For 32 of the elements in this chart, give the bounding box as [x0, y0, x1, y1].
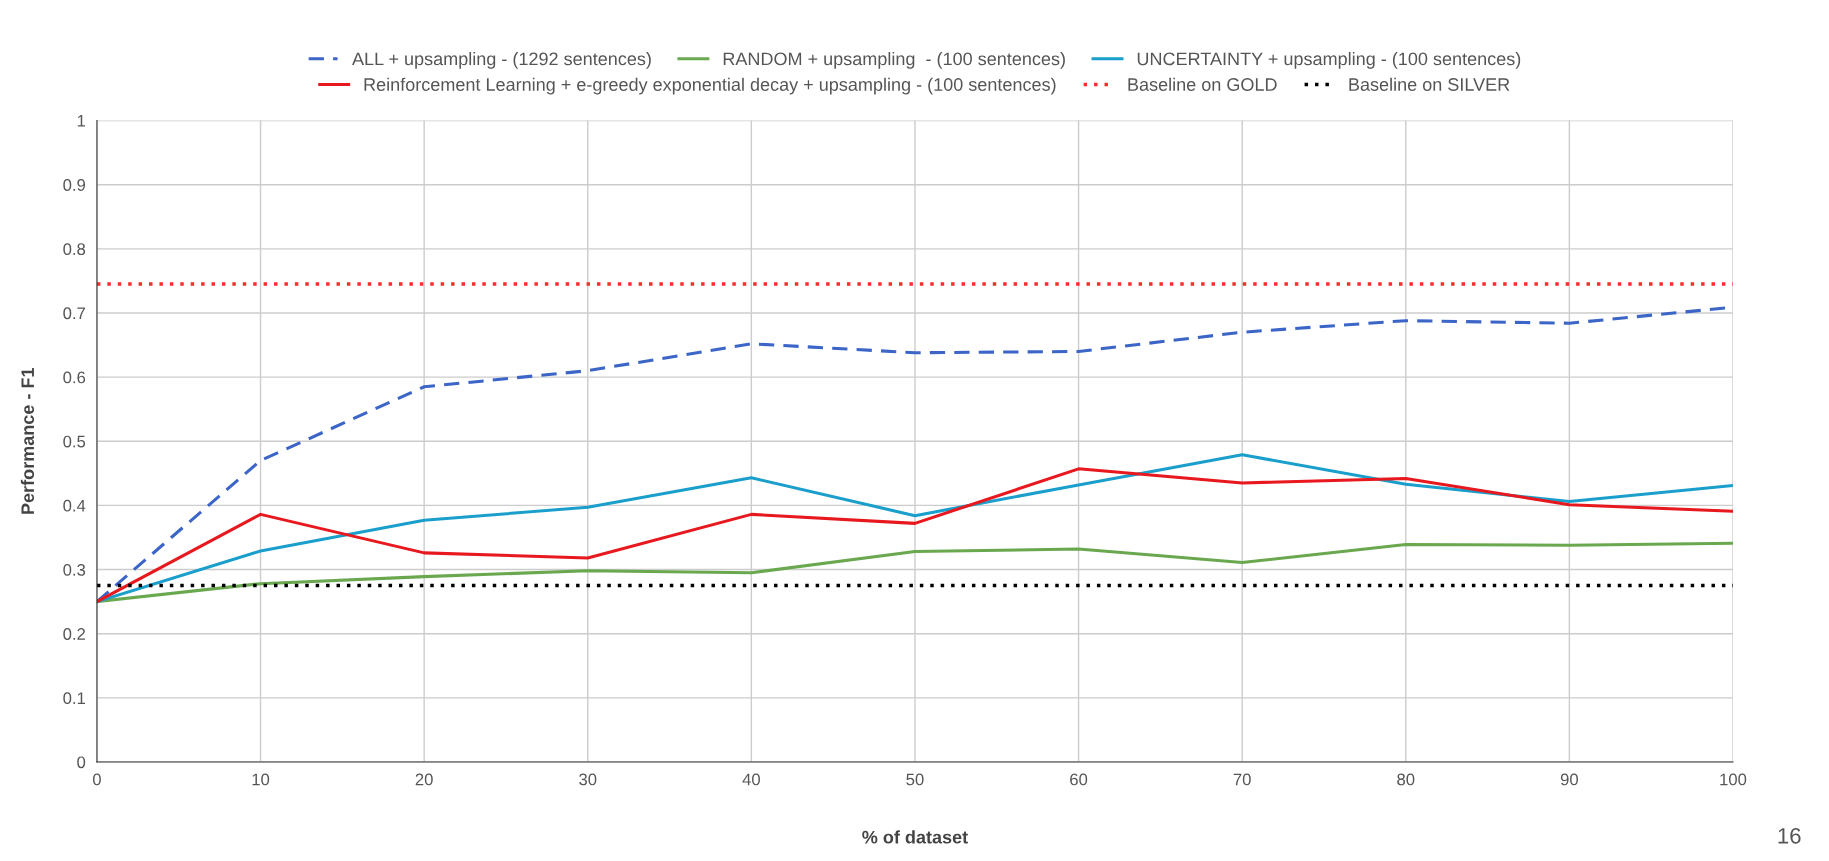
legend-label: Baseline on GOLD [1128, 77, 1277, 91]
x-tick-label: 10 [252, 773, 270, 786]
y-axis-title: Performance - F1 [20, 368, 35, 514]
y-tick-label: 0.3 [63, 563, 86, 576]
x-tick-label: 20 [415, 773, 433, 786]
legend-label: Reinforcement Learning + e-greedy exponential decay + upsampling - (100 sentences) [364, 77, 1056, 95]
x-tick-label: 0 [92, 773, 101, 786]
y-tick-label: 0.5 [63, 435, 86, 448]
y-tick-label: 0 [77, 756, 86, 769]
y-tick-label: 0.7 [63, 307, 85, 320]
legend-label: Baseline on SILVER [1349, 77, 1510, 91]
x-tick-label: 100 [1720, 773, 1747, 786]
y-tick-label: 0.9 [63, 179, 86, 191]
y-tick-label: 0.4 [63, 499, 86, 512]
y-tick-label: 1 [77, 115, 86, 127]
line-series [96, 541, 1733, 604]
x-tick-label: 40 [742, 773, 760, 786]
legend-label: RANDOM + upsampling - (100 sentences) [723, 51, 1065, 69]
x-tick-label: 80 [1397, 773, 1415, 786]
x-tick-label: 70 [1233, 773, 1251, 786]
legend-label: ALL + upsampling - (1292 sentences) [352, 51, 651, 69]
legend-label: UNCERTAINTY + upsampling - (100 sentences) [1137, 51, 1521, 69]
x-tick-label: 90 [1560, 773, 1578, 786]
y-tick-label: 0.2 [63, 628, 85, 640]
y-tick-label: 0.8 [63, 243, 86, 256]
x-tick-label: 60 [1070, 773, 1088, 786]
y-tick-label: 0.6 [63, 371, 86, 384]
text: 16 [1778, 827, 1801, 844]
x-axis-title: % of dataset [862, 830, 968, 844]
y-tick-label: 0.1 [63, 692, 86, 705]
x-tick-label: 50 [906, 773, 924, 786]
x-tick-label: 30 [579, 773, 597, 786]
